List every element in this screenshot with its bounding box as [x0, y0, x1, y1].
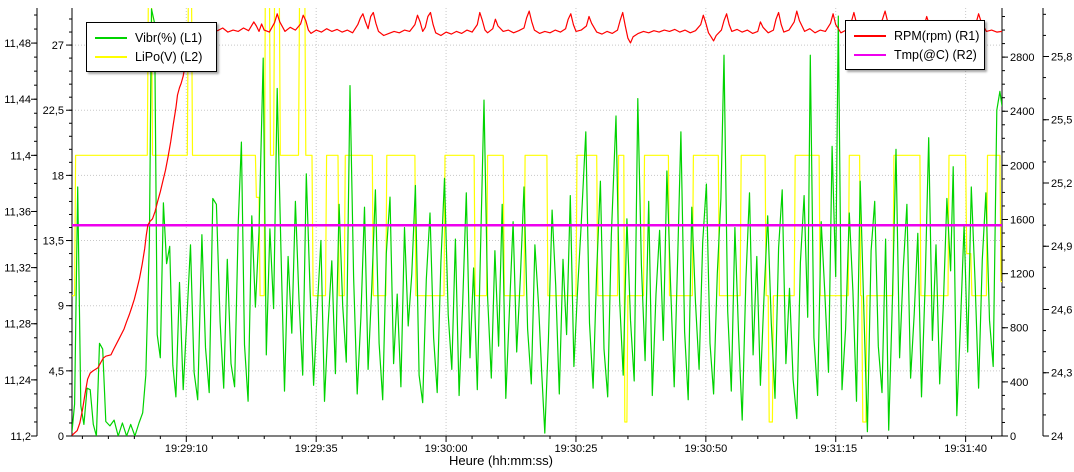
svg-text:19:29:10: 19:29:10	[165, 443, 208, 455]
legend-label-vibr: Vibr(%) (L1)	[135, 30, 203, 45]
legend-item-vibr[interactable]: Vibr(%) (L1)	[95, 31, 208, 45]
series-lines	[72, 8, 1002, 436]
svg-text:9: 9	[58, 301, 64, 313]
svg-text:19:30:00: 19:30:00	[425, 443, 468, 455]
svg-text:1200: 1200	[1010, 269, 1034, 281]
legend-item-rpm[interactable]: RPM(rpm) (R1)	[854, 28, 980, 43]
svg-text:11,28: 11,28	[4, 319, 31, 331]
axis-L1: 0 4,5 9 13,5 18 22,5 27	[43, 8, 73, 443]
svg-text:400: 400	[1010, 377, 1028, 389]
lipo-line-swatch	[95, 55, 127, 58]
svg-text:27: 27	[52, 40, 64, 52]
legend-item-tmp[interactable]: Tmp(@C) (R2)	[854, 47, 977, 62]
svg-text:19:31:40: 19:31:40	[944, 443, 987, 455]
axis-R1: 0 400 800 1200 1600 2000 2400 2800	[1001, 8, 1034, 443]
svg-text:13,5: 13,5	[43, 236, 64, 248]
svg-text:24: 24	[1051, 431, 1063, 443]
svg-text:25,8: 25,8	[1051, 51, 1072, 63]
svg-text:11,44: 11,44	[4, 94, 31, 106]
svg-text:19:30:25: 19:30:25	[555, 443, 598, 455]
svg-text:800: 800	[1010, 323, 1028, 335]
svg-text:24,6: 24,6	[1051, 304, 1072, 316]
svg-text:2400: 2400	[1010, 106, 1034, 118]
legend-label-rpm: RPM(rpm) (R1)	[894, 28, 980, 43]
svg-text:18: 18	[52, 170, 64, 182]
svg-text:11,4: 11,4	[10, 150, 31, 162]
rpm-line-swatch	[854, 34, 886, 37]
svg-text:11,36: 11,36	[4, 206, 31, 218]
axis-L2: 11,2 11,24 11,28 11,32 11,36 11,4 11,44 11,48	[4, 8, 38, 443]
svg-text:25,2: 25,2	[1051, 178, 1072, 190]
svg-text:25,5: 25,5	[1051, 115, 1072, 127]
svg-text:19:31:15: 19:31:15	[814, 443, 857, 455]
svg-text:4,5: 4,5	[49, 366, 64, 378]
svg-text:0: 0	[1010, 431, 1016, 443]
legend-label-tmp: Tmp(@C) (R2)	[894, 47, 977, 62]
svg-text:22,5: 22,5	[43, 105, 64, 117]
x-axis-labels: 19:29:10 19:29:35 19:30:00 19:30:25 19:30:50…	[165, 443, 987, 455]
series-vibr-line	[72, 8, 1002, 436]
vibr-line-swatch	[95, 36, 127, 39]
x-axis	[72, 435, 1002, 442]
svg-text:1600: 1600	[1010, 214, 1034, 226]
svg-text:24,9: 24,9	[1051, 241, 1072, 253]
legend-label-lipo: LiPo(V) (L2)	[135, 49, 203, 64]
legend-left: Vibr(%) (L1) LiPo(V) (L2)	[86, 22, 217, 72]
legend-item-lipo[interactable]: LiPo(V) (L2)	[95, 50, 208, 64]
svg-text:2000: 2000	[1010, 160, 1034, 172]
svg-text:0: 0	[58, 431, 64, 443]
svg-text:11,48: 11,48	[4, 38, 31, 50]
svg-text:19:29:35: 19:29:35	[295, 443, 338, 455]
axis-R2: 24 24,3 24,6 24,9 25,2 25,5 25,8	[1042, 8, 1072, 443]
x-axis-title: Heure (hh:mm:ss)	[448, 453, 554, 468]
svg-text:24,3: 24,3	[1051, 368, 1072, 380]
svg-text:11,32: 11,32	[4, 263, 31, 275]
svg-text:11,2: 11,2	[10, 431, 31, 443]
series-rpm-line	[72, 10, 1002, 436]
svg-text:2800: 2800	[1010, 52, 1034, 64]
svg-text:11,24: 11,24	[4, 375, 31, 387]
tmp-line-swatch	[854, 53, 886, 56]
svg-text:19:30:50: 19:30:50	[684, 443, 727, 455]
legend-right: RPM(rpm) (R1) Tmp(@C) (R2)	[845, 20, 985, 70]
